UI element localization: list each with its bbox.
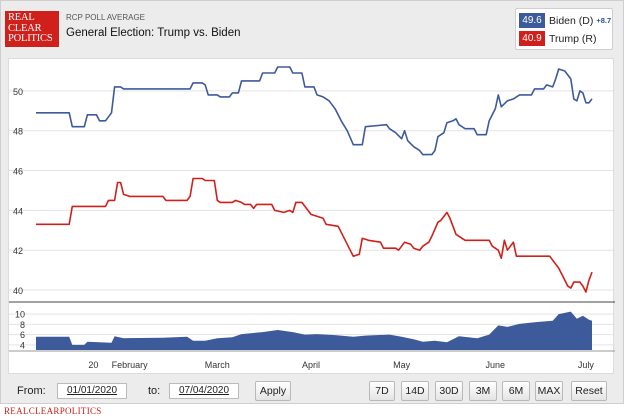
legend-spread: +8.7	[596, 16, 612, 25]
range-30d-button[interactable]: 30D	[435, 381, 463, 401]
logo-line: REAL	[8, 12, 35, 23]
legend-value-trump: 40.9	[519, 31, 545, 46]
y-tick-label: 48	[13, 127, 23, 137]
legend-label-trump: Trump (R)	[549, 32, 597, 45]
to-date-input[interactable]: 07/04/2020	[169, 383, 239, 399]
x-tick-label: May	[393, 360, 411, 370]
spread-tick-label: 4	[20, 340, 25, 350]
range-3m-button[interactable]: 3M	[469, 381, 497, 401]
from-label: From:	[17, 385, 46, 397]
spread-tick-label: 6	[20, 330, 25, 340]
apply-button[interactable]: Apply	[255, 381, 291, 401]
series-line-biden	[36, 66, 593, 156]
y-tick-label: 40	[13, 286, 23, 296]
range-7d-button[interactable]: 7D	[369, 381, 395, 401]
legend-item-trump[interactable]: 40.9 Trump (R)	[519, 31, 596, 46]
to-label: to:	[148, 385, 161, 397]
y-tick-label: 50	[13, 87, 23, 97]
range-6m-button[interactable]: 6M	[502, 381, 530, 401]
legend-item-biden[interactable]: 49.6 Biden (D) +8.7	[519, 13, 611, 28]
chart-widget: REAL CLEAR POLITICS RCP POLL AVERAGE Gen…	[0, 0, 624, 404]
from-date-input[interactable]: 01/01/2020	[57, 383, 127, 399]
legend-value-biden: 49.6	[519, 13, 545, 28]
logo-line: CLEAR	[8, 22, 42, 34]
spread-tick-label: 10	[15, 310, 25, 320]
y-tick-label: 46	[13, 167, 23, 177]
reset-button[interactable]: Reset	[571, 381, 607, 401]
plot-area: 40 42 44 46 48 50 4 6 8 10 20 February March April May…	[8, 58, 615, 374]
y-tick-label: 44	[13, 206, 23, 216]
logo-line: POLITICS	[8, 33, 53, 44]
x-tick-label: July	[578, 360, 595, 370]
range-14d-button[interactable]: 14D	[401, 381, 429, 401]
x-tick-label: 20	[88, 360, 98, 370]
series-line-trump	[36, 177, 593, 293]
date-controls: From: 01/01/2020 to: 07/04/2020 Apply 7D…	[1, 377, 624, 405]
y-tick-label: 42	[13, 246, 23, 256]
chart-title: General Election: Trump vs. Biden	[66, 27, 241, 39]
spread-area	[36, 311, 592, 350]
range-max-button[interactable]: MAX	[535, 381, 563, 401]
x-tick-label: April	[302, 360, 320, 370]
legend-label-biden: Biden (D)	[549, 14, 594, 27]
x-tick-label: March	[205, 360, 230, 370]
chart-kicker: RCP POLL AVERAGE	[66, 13, 145, 22]
legend: 49.6 Biden (D) +8.7 40.9 Trump (R)	[515, 8, 613, 50]
rcp-logo: REAL CLEAR POLITICS	[5, 11, 59, 47]
x-tick-label: February	[112, 360, 149, 370]
spread-tick-label: 8	[20, 320, 25, 330]
footer-brand: REALCLEARPOLITICS	[4, 406, 102, 416]
x-tick-label: June	[486, 360, 506, 370]
